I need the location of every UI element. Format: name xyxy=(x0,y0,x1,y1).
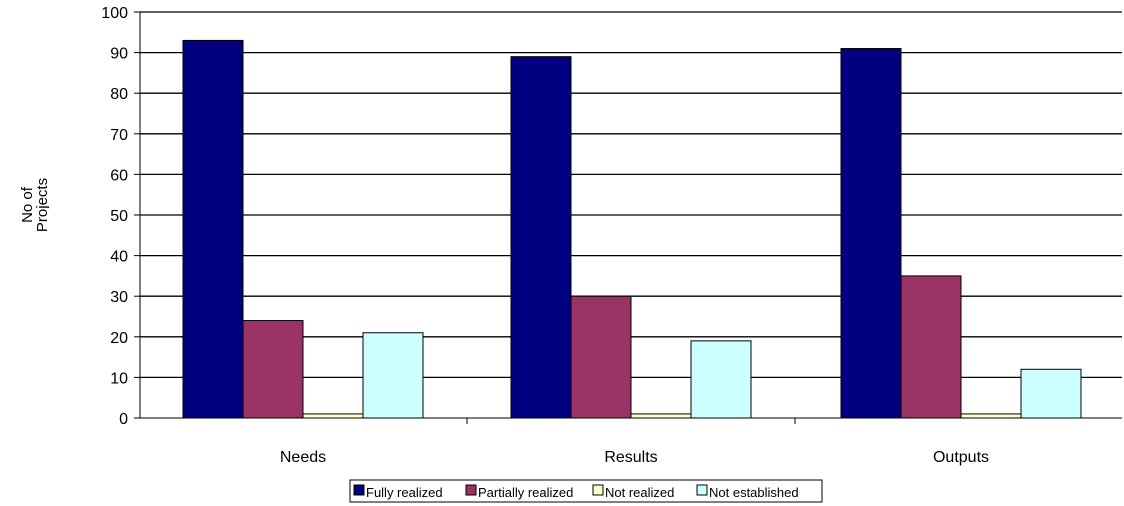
y-tick-label: 20 xyxy=(110,330,128,347)
legend-label: Not established xyxy=(709,485,799,500)
bar-partially-realized-results xyxy=(570,295,632,419)
bar-fully-realized-outputs xyxy=(840,48,902,419)
y-tick-label: 0 xyxy=(119,411,128,428)
x-tick-label: Needs xyxy=(280,449,326,466)
y-tick-label: 10 xyxy=(110,370,128,387)
bar-fully-realized-results xyxy=(510,56,572,419)
y-tick-label: 60 xyxy=(110,167,128,184)
bars xyxy=(182,39,1082,419)
legend-label: Not realized xyxy=(605,485,674,500)
y-axis-title-line-2: Projects xyxy=(34,178,51,232)
legend-swatch xyxy=(696,484,708,496)
legend-swatch xyxy=(465,484,477,496)
y-axis-title-line-1: No of xyxy=(19,186,36,223)
legend: Fully realized Partially realized Not real… xyxy=(349,479,823,503)
y-tick-label: 40 xyxy=(110,249,128,266)
bar-not-established-results xyxy=(690,340,752,419)
y-tick-label: 100 xyxy=(101,5,128,22)
y-tick-label: 70 xyxy=(110,127,128,144)
y-tick-label: 50 xyxy=(110,208,128,225)
legend-label: Fully realized xyxy=(366,485,443,500)
bar-partially-realized-needs xyxy=(242,320,304,419)
legend-label: Partially realized xyxy=(478,485,573,500)
x-tick-label: Results xyxy=(604,449,657,466)
bar-not-realized-results xyxy=(630,413,692,419)
bar-not-established-outputs xyxy=(1020,368,1082,419)
y-tick-label: 90 xyxy=(110,46,128,63)
x-axis-labels: Needs Results Outputs xyxy=(280,449,989,466)
legend-swatch xyxy=(353,484,365,496)
axes xyxy=(139,12,1122,424)
bar-fully-realized-needs xyxy=(182,39,244,419)
y-tick-label: 80 xyxy=(110,86,128,103)
y-tick-label: 30 xyxy=(110,289,128,306)
bar-not-realized-outputs xyxy=(960,413,1022,419)
x-tick-label: Outputs xyxy=(933,449,989,466)
bar-not-realized-needs xyxy=(302,413,364,419)
y-axis-ticks: 0 10 20 30 40 50 60 70 80 90 100 xyxy=(101,5,140,428)
bar-not-established-needs xyxy=(362,332,424,419)
bar-partially-realized-outputs xyxy=(900,275,962,419)
legend-swatch xyxy=(592,484,604,496)
